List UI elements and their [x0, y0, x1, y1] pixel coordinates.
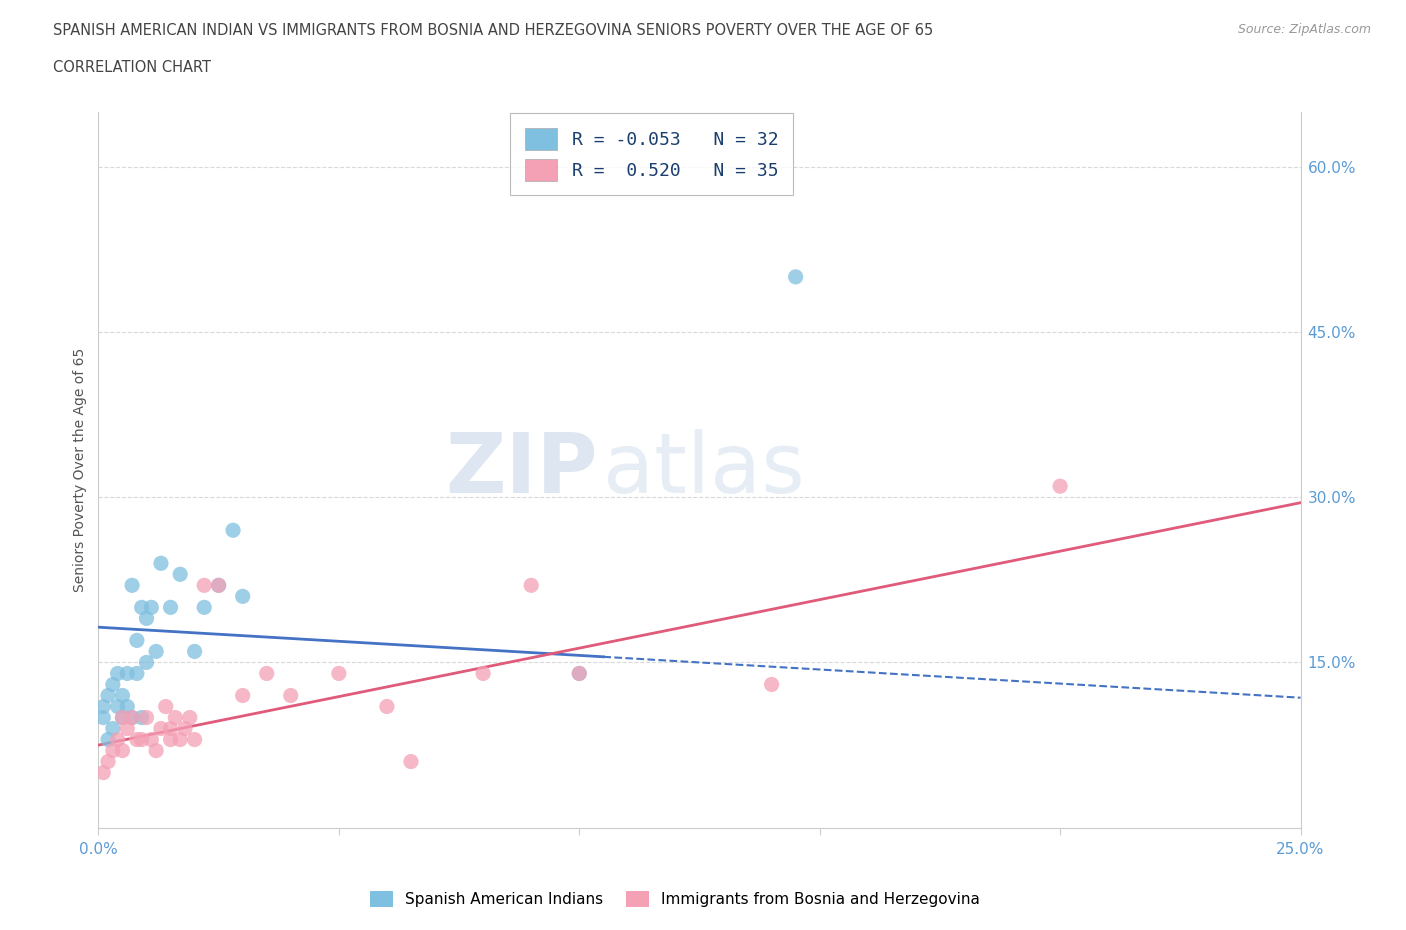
Point [141, 600, 163, 615]
Text: SPANISH AMERICAN INDIAN VS IMMIGRANTS FROM BOSNIA AND HERZEGOVINA SENIORS POVERT: SPANISH AMERICAN INDIAN VS IMMIGRANTS FR… [53, 23, 934, 38]
Point [193, 600, 215, 615]
Point [280, 688, 302, 703]
Legend: Spanish American Indians, Immigrants from Bosnia and Herzegovina: Spanish American Indians, Immigrants fro… [364, 884, 986, 913]
Point [169, 732, 191, 747]
Point [785, 270, 807, 285]
Point [135, 711, 157, 725]
Point [174, 721, 197, 736]
Point [472, 666, 495, 681]
Text: CORRELATION CHART: CORRELATION CHART [53, 60, 211, 75]
Point [111, 711, 134, 725]
Point [328, 666, 350, 681]
Point [193, 578, 215, 592]
Point [399, 754, 422, 769]
Point [1049, 479, 1071, 494]
Point [97, 754, 120, 769]
Point [145, 644, 167, 658]
Point [91, 765, 114, 780]
Point [183, 644, 205, 658]
Point [101, 743, 124, 758]
Point [159, 721, 181, 736]
Legend: R = -0.053   N = 32, R =  0.520   N = 35: R = -0.053 N = 32, R = 0.520 N = 35 [510, 113, 793, 195]
Point [107, 699, 129, 714]
Text: ZIP: ZIP [444, 429, 598, 511]
Point [149, 721, 172, 736]
Point [159, 600, 181, 615]
Point [121, 578, 143, 592]
Point [107, 732, 129, 747]
Point [125, 732, 148, 747]
Point [169, 567, 191, 582]
Point [232, 589, 254, 604]
Point [111, 711, 134, 725]
Point [159, 732, 181, 747]
Point [125, 666, 148, 681]
Point [107, 666, 129, 681]
Point [141, 732, 163, 747]
Point [117, 666, 139, 681]
Point [568, 666, 591, 681]
Point [375, 699, 398, 714]
Point [97, 688, 120, 703]
Point [121, 711, 143, 725]
Point [111, 688, 134, 703]
Y-axis label: Seniors Poverty Over the Age of 65: Seniors Poverty Over the Age of 65 [73, 348, 87, 591]
Point [97, 732, 120, 747]
Point [111, 743, 134, 758]
Point [183, 732, 205, 747]
Point [179, 711, 201, 725]
Point [520, 578, 543, 592]
Point [117, 721, 139, 736]
Point [131, 732, 153, 747]
Point [155, 699, 177, 714]
Point [165, 711, 187, 725]
Point [135, 655, 157, 670]
Point [131, 600, 153, 615]
Text: Source: ZipAtlas.com: Source: ZipAtlas.com [1237, 23, 1371, 36]
Point [145, 743, 167, 758]
Point [91, 711, 114, 725]
Point [101, 721, 124, 736]
Point [131, 711, 153, 725]
Point [208, 578, 231, 592]
Point [117, 699, 139, 714]
Point [222, 523, 245, 538]
Point [149, 556, 172, 571]
Point [761, 677, 783, 692]
Point [568, 666, 591, 681]
Point [121, 711, 143, 725]
Point [135, 611, 157, 626]
Point [232, 688, 254, 703]
Text: atlas: atlas [603, 429, 806, 511]
Point [256, 666, 278, 681]
Point [208, 578, 231, 592]
Point [101, 677, 124, 692]
Point [91, 699, 114, 714]
Point [125, 633, 148, 648]
